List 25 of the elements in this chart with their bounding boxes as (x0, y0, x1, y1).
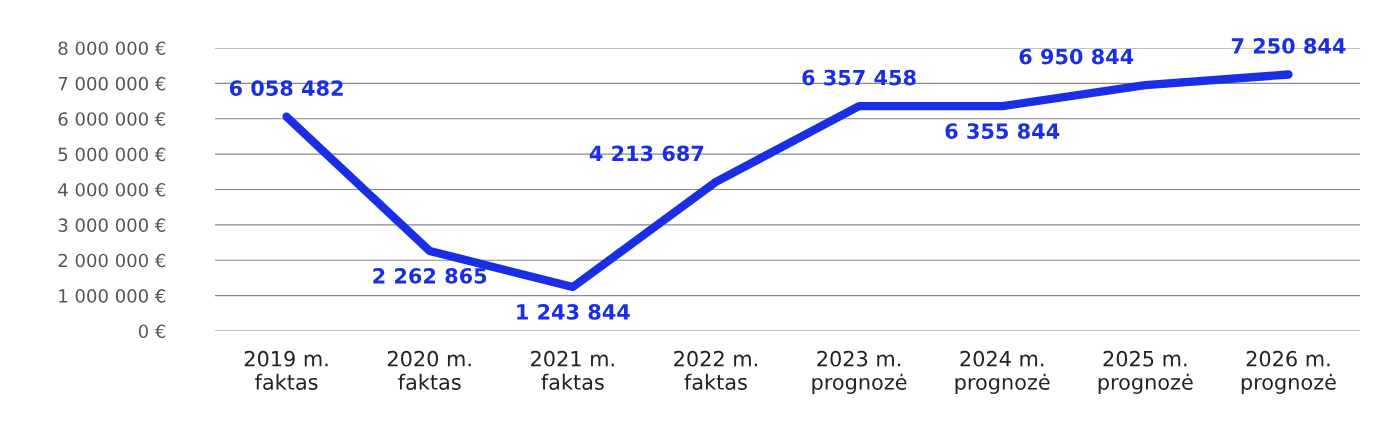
x-tick-label: 2019 m. faktas (244, 350, 328, 390)
x-tick-label: 2020 m. faktas (387, 350, 471, 390)
x-tick-label: 2022 m. faktas (674, 350, 757, 390)
x-tick-label: 2023 m. prognozė (812, 350, 907, 394)
y-tick-label: 3 000 000 € (58, 218, 166, 232)
y-tick-label: 8 000 000 € (58, 41, 166, 56)
x-tick-label: 2025 m. prognozė (1098, 350, 1193, 394)
data-label: 4 213 687 (589, 145, 704, 162)
y-tick-label: 0 € (138, 324, 166, 339)
x-tick-label: 2021 m. faktas (531, 350, 614, 390)
data-label: 6 355 844 (945, 123, 1060, 139)
y-tick-label: 5 000 000 € (58, 147, 166, 162)
data-label: 2 262 865 (373, 267, 487, 284)
data-label: 6 058 482 (229, 80, 343, 96)
y-tick-label: 4 000 000 € (58, 182, 166, 197)
y-tick-label: 7 000 000 € (58, 76, 166, 91)
y-tick-label: 6 000 000 € (58, 112, 166, 126)
data-label: 6 357 458 (802, 69, 916, 86)
data-label: 1 243 844 (517, 304, 630, 320)
x-tick-label: 2026 m. prognozė (1241, 350, 1336, 394)
data-label: 7 250 844 (1231, 38, 1346, 54)
y-tick-label: 1 000 000 € (59, 289, 166, 303)
x-tick-label: 2024 m. prognozė (955, 350, 1050, 394)
y-tick-label: 2 000 000 € (58, 253, 166, 268)
data-label: 6 950 844 (1019, 48, 1134, 65)
